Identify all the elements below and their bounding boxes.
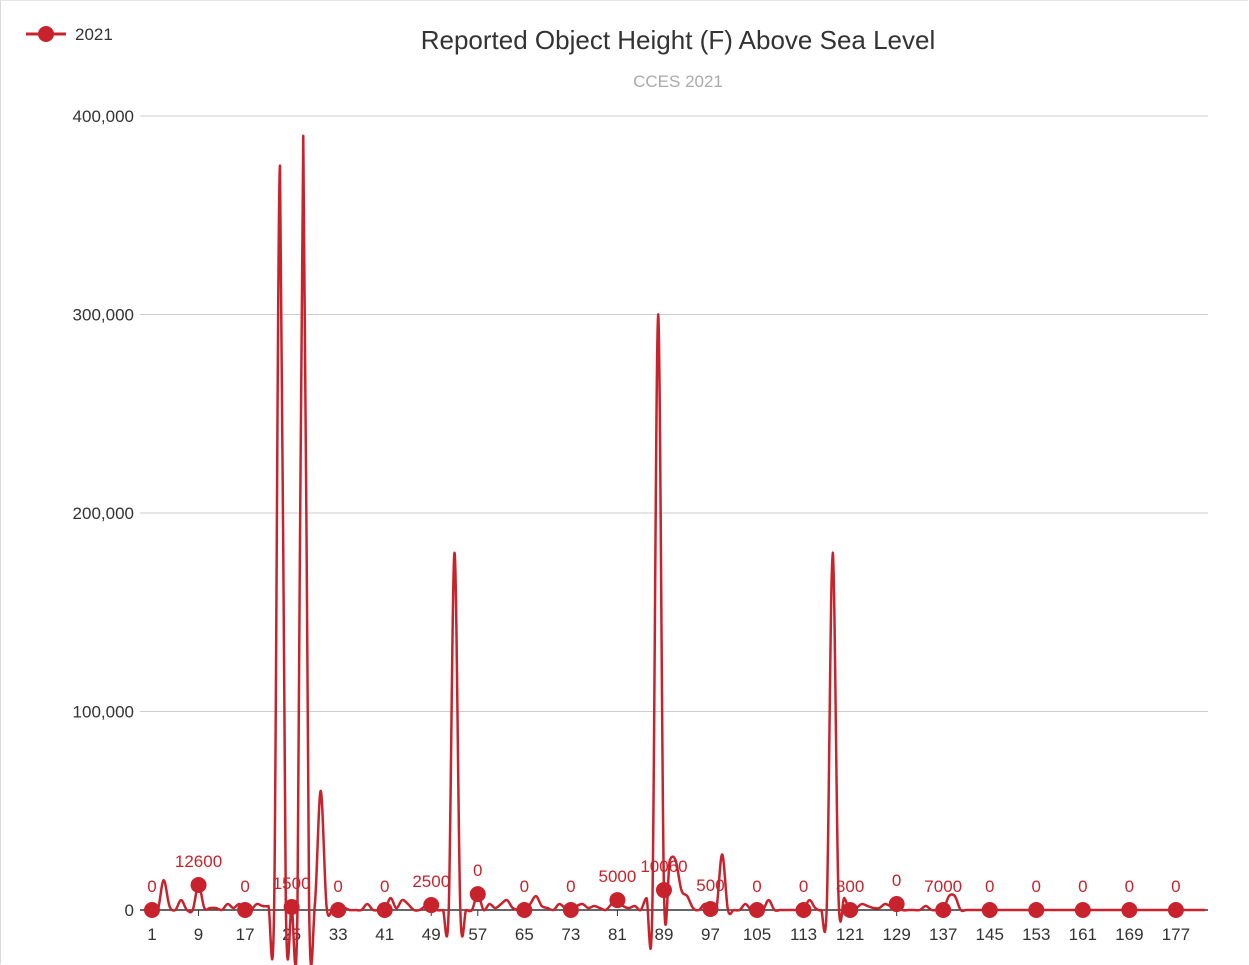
data-label: 0 (1171, 877, 1180, 896)
data-point (702, 901, 719, 918)
x-tick-label: 129 (882, 925, 910, 944)
data-point (283, 899, 300, 916)
x-tick-label: 17 (236, 925, 255, 944)
grid (140, 115, 1208, 712)
chart-subtitle: CCES 2021 (633, 72, 723, 91)
data-points (144, 876, 1184, 918)
x-tick-label: 169 (1115, 925, 1143, 944)
data-point (935, 902, 952, 918)
y-tick-label: 100,000 (73, 703, 134, 722)
x-tick-label: 1 (147, 925, 156, 944)
data-point (516, 902, 533, 918)
x-tick-label: 161 (1069, 925, 1097, 944)
data-point (376, 902, 393, 918)
data-label: 0 (799, 877, 808, 896)
data-label: 2500 (412, 872, 450, 891)
data-point (562, 902, 579, 918)
series-2021 (151, 134, 1205, 965)
legend-marker-symbol (38, 26, 54, 42)
y-axis: 0 100,000 200,000 300,000 400,000 (73, 107, 134, 920)
x-tick-label: 49 (422, 925, 441, 944)
x-tick-label: 41 (375, 925, 394, 944)
data-point (795, 902, 812, 918)
x-tick-label: 9 (194, 925, 203, 944)
x-tick-label: 33 (329, 925, 348, 944)
data-point (888, 896, 905, 913)
data-label: 0 (333, 877, 342, 896)
data-point (330, 902, 347, 918)
data-point (237, 902, 254, 918)
data-point (981, 902, 998, 918)
data-label: 0 (380, 877, 389, 896)
y-tick-label: 0 (125, 901, 134, 920)
x-tick-label: 113 (790, 925, 817, 944)
data-label: 0 (985, 877, 994, 896)
data-point (655, 882, 672, 899)
data-label: 1500 (273, 874, 311, 893)
data-label: 800 (836, 877, 864, 896)
data-label: 0 (1032, 877, 1041, 896)
x-tick-label: 137 (929, 925, 957, 944)
y-tick-label: 300,000 (73, 306, 134, 325)
data-label: 5000 (599, 867, 637, 886)
data-point (1028, 902, 1045, 918)
data-label: 0 (240, 877, 249, 896)
legend-label-2021: 2021 (75, 25, 113, 44)
data-point (749, 902, 766, 918)
x-tick-label: 57 (468, 925, 487, 944)
x-tick-label: 97 (701, 925, 720, 944)
x-tick-label: 89 (654, 925, 673, 944)
data-label: 0 (1125, 877, 1134, 896)
data-label: 7000 (924, 877, 962, 896)
data-label: 500 (696, 876, 724, 895)
data-point (190, 876, 207, 893)
data-label: 0 (1078, 877, 1087, 896)
data-label: 0 (520, 877, 529, 896)
data-label: 0 (752, 877, 761, 896)
data-label: 0 (566, 877, 575, 896)
data-point (1074, 902, 1091, 918)
legend[interactable]: 2021 (26, 25, 113, 44)
x-tick-label: 145 (976, 925, 1004, 944)
data-point (144, 902, 160, 918)
data-point (423, 897, 440, 914)
y-tick-label: 200,000 (73, 504, 134, 523)
data-label: 0 (473, 861, 482, 880)
chart-title: Reported Object Height (F) Above Sea Lev… (421, 25, 936, 55)
data-label: 12600 (175, 852, 222, 871)
x-tick-label: 65 (515, 925, 534, 944)
x-tick-label: 81 (608, 925, 627, 944)
x-tick-label: 177 (1162, 925, 1190, 944)
data-label: 0 (892, 871, 901, 890)
data-point (1167, 902, 1184, 918)
x-tick-label: 73 (561, 925, 580, 944)
data-label: 10060 (640, 857, 687, 876)
data-point (469, 886, 486, 903)
x-axis: 1 9 17 25 33 41 49 57 65 73 81 89 97 105 113 121 129 137 1… (140, 909, 1208, 944)
data-label: 0 (147, 877, 156, 896)
x-tick-label: 105 (743, 925, 771, 944)
data-point (1121, 902, 1138, 918)
x-tick-label: 121 (836, 925, 864, 944)
series-line-2021 (151, 134, 1205, 965)
data-point (609, 892, 626, 909)
data-point (842, 902, 859, 918)
y-tick-label: 400,000 (73, 107, 134, 126)
x-tick-label: 153 (1022, 925, 1050, 944)
